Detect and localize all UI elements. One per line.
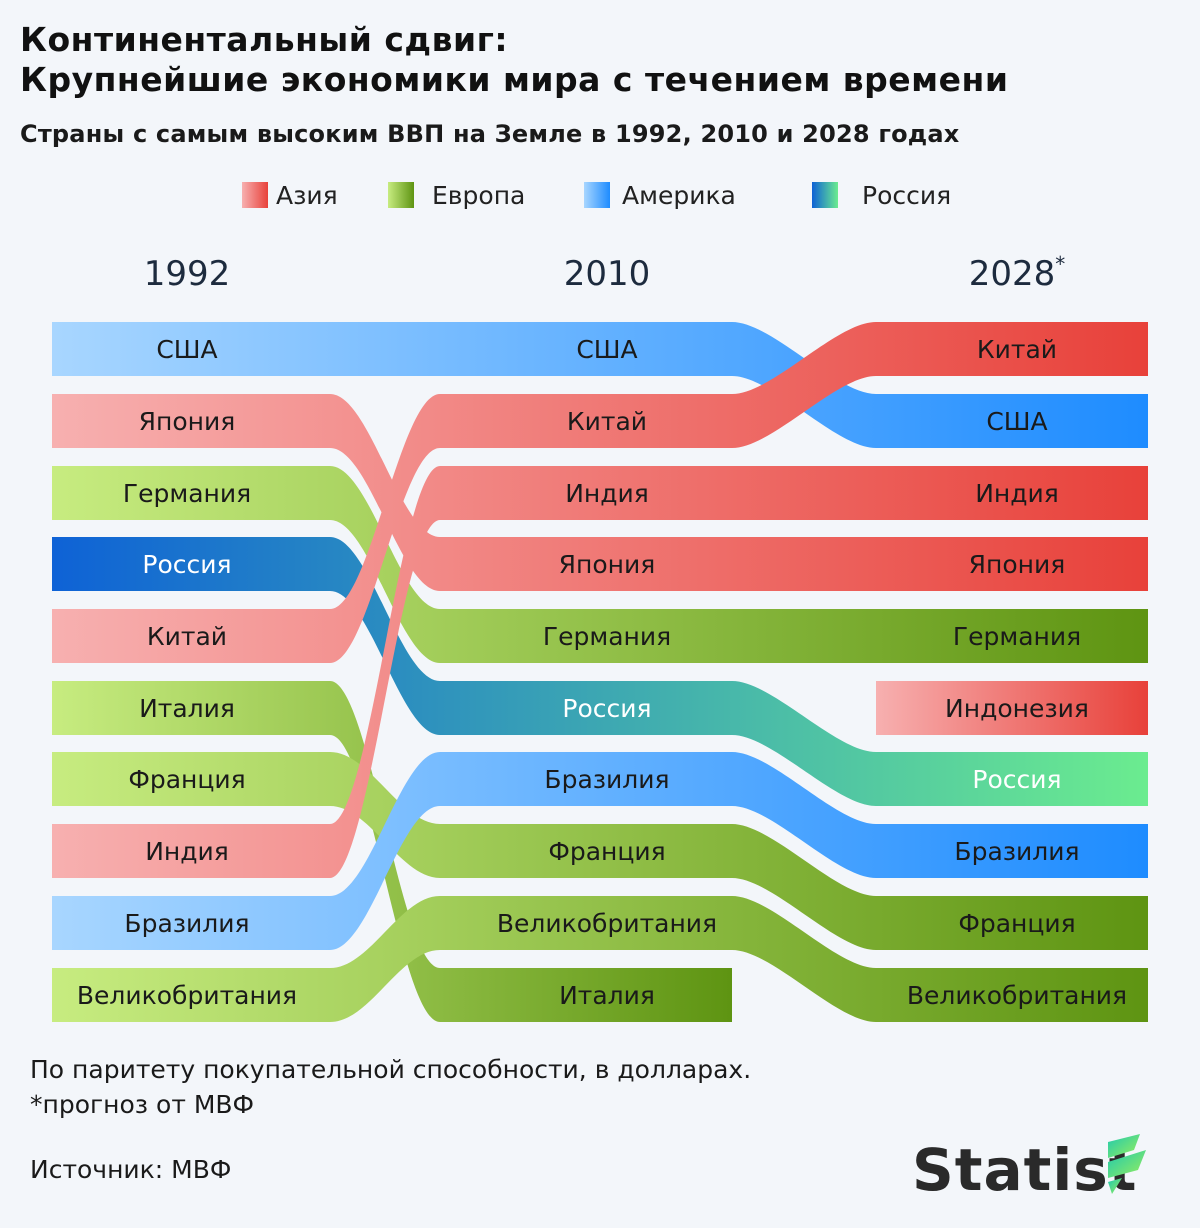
flow-band-2	[52, 466, 1148, 663]
label-2010-0: США	[576, 335, 637, 364]
label-1992-9: Великобритания	[77, 981, 297, 1010]
label-1992-6: Франция	[128, 765, 245, 794]
legend-label-asia: Азия	[276, 180, 338, 210]
label-2010-6: Франция	[548, 837, 665, 866]
label-1992-3: Россия	[142, 550, 231, 579]
year-header-2010: 2010	[564, 254, 651, 294]
flow-band-9	[52, 896, 1148, 1022]
label-1992-2: Германия	[123, 479, 251, 508]
label-2010-5: Италия	[559, 981, 655, 1010]
chart-subtitle: Страны с самым высоким ВВП на Земле в 19…	[20, 120, 960, 148]
label-2028-0: США	[986, 407, 1047, 436]
label-1992-5: Италия	[139, 694, 235, 723]
title-line-1: Континентальный сдвиг:	[20, 20, 509, 59]
label-2028-9: Великобритания	[907, 981, 1127, 1010]
label-1992-4: Китай	[147, 622, 227, 651]
legend-item-america: Америка	[584, 180, 736, 210]
source-note: Источник: МВФ	[30, 1155, 232, 1184]
legend-label-america: Америка	[622, 180, 736, 210]
legend-label-russia: Россия	[862, 180, 952, 210]
label-1992-7: Индия	[145, 837, 229, 866]
flow-band-4	[52, 322, 1148, 663]
legend-item-asia: Азия	[242, 180, 338, 210]
legend-item-russia: Россия	[812, 180, 951, 210]
chart-title: Континентальный сдвиг: Крупнейшие эконом…	[20, 20, 1008, 100]
footnote-forecast: *прогноз от МВФ	[30, 1090, 255, 1119]
label-2010-7: Индия	[565, 479, 649, 508]
label-2028-10: Индонезия	[945, 694, 1089, 723]
label-2028-6: Франция	[958, 909, 1075, 938]
label-2028-4: Китай	[977, 335, 1057, 364]
flow-band-7	[52, 466, 1148, 878]
legend-item-europe: Европа	[388, 180, 525, 210]
label-1992-0: США	[156, 335, 217, 364]
legend-label-europe: Европа	[432, 180, 526, 210]
legend-swatch-europe	[388, 182, 414, 208]
year-header-2028: 2028*	[969, 252, 1066, 294]
label-2028-2: Германия	[953, 622, 1081, 651]
label-2010-1: Япония	[559, 550, 656, 579]
legend-swatch-russia	[812, 182, 838, 208]
label-2010-3: Россия	[562, 694, 651, 723]
flow-band-10	[876, 681, 1148, 735]
label-2010-9: Великобритания	[497, 909, 717, 938]
statista-logo-icon	[1108, 1134, 1146, 1194]
title-line-2: Крупнейшие экономики мира с течением вре…	[20, 60, 1009, 99]
label-2028-7: Индия	[975, 479, 1059, 508]
year-header-1992: 1992	[144, 254, 231, 294]
legend-swatch-america	[584, 182, 610, 208]
label-2010-4: Китай	[567, 407, 647, 436]
label-1992-1: Япония	[139, 407, 236, 436]
flow-band-3	[52, 537, 1148, 806]
label-2010-2: Германия	[543, 622, 671, 651]
flow-band-8	[52, 752, 1148, 950]
label-2028-1: Япония	[969, 550, 1066, 579]
flow-band-0	[52, 322, 1148, 448]
flow-band-6	[52, 752, 1148, 950]
statista-logo-text: Statist	[912, 1136, 1138, 1204]
legend-swatch-asia	[242, 182, 268, 208]
flow-band-1	[52, 394, 1148, 591]
footnote-ppp: По паритету покупательной способности, в…	[30, 1055, 752, 1084]
label-2028-3: Россия	[972, 765, 1061, 794]
label-2028-8: Бразилия	[954, 837, 1079, 866]
label-2010-8: Бразилия	[544, 765, 669, 794]
flow-band-5	[52, 681, 732, 1022]
label-1992-8: Бразилия	[124, 909, 249, 938]
